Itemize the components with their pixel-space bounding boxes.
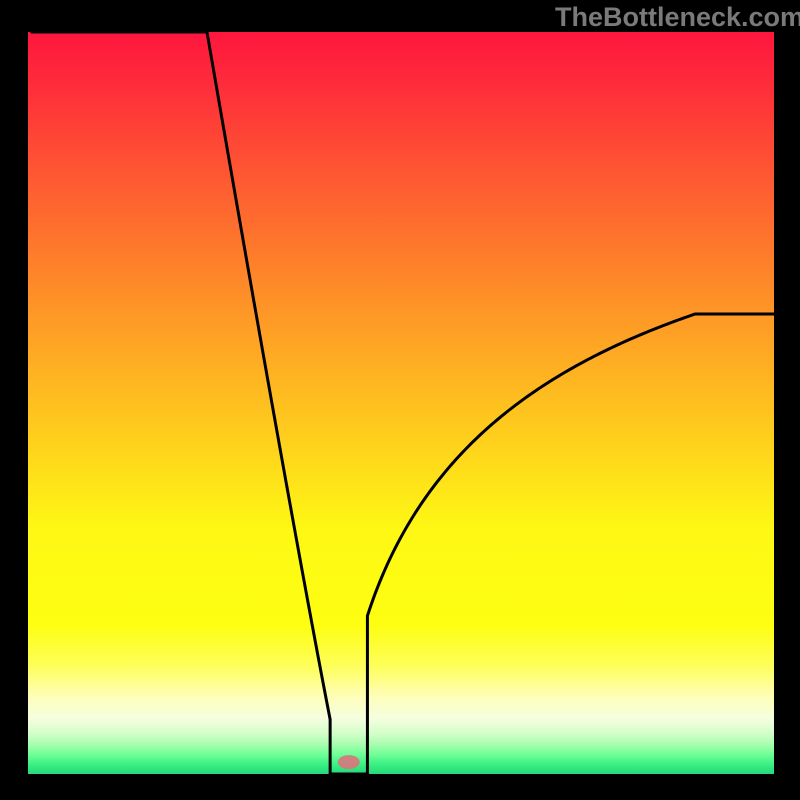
chart-frame: TheBottleneck.com bbox=[0, 0, 800, 800]
optimal-point-marker bbox=[338, 755, 360, 769]
watermark-text: TheBottleneck.com bbox=[555, 2, 800, 33]
gradient-background bbox=[28, 32, 774, 774]
bottleneck-curve-chart bbox=[28, 32, 774, 774]
plot-area bbox=[28, 32, 774, 774]
